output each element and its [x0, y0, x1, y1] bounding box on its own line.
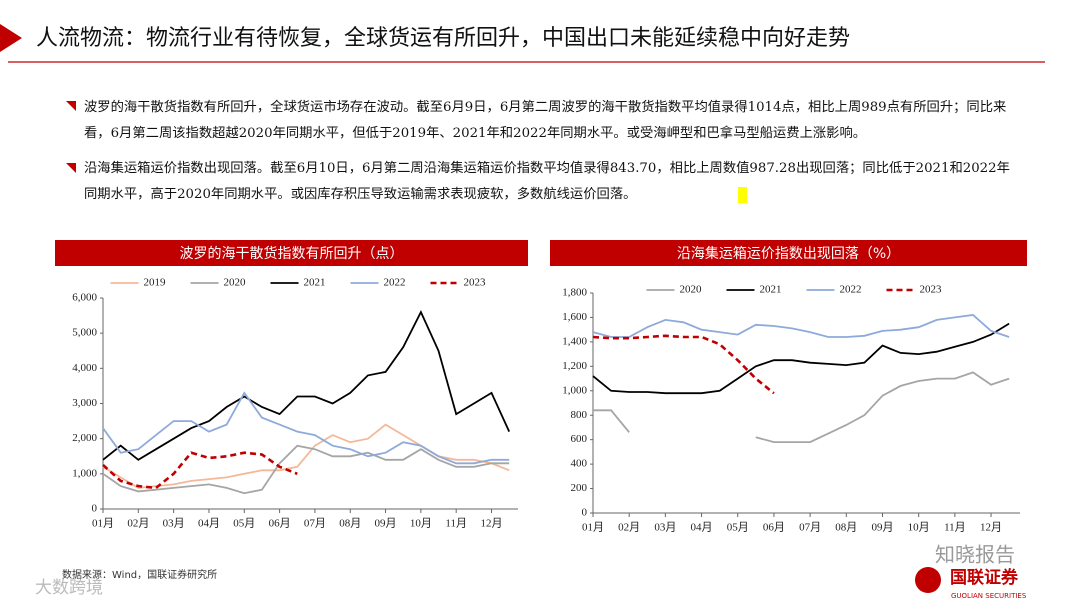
series-line: [593, 371, 1010, 443]
header-title: 人流物流：物流行业有待恢复，全球货运有所回升，中国出口未能延续稳中向好走势: [36, 26, 850, 51]
legend-label: 2023: [464, 277, 487, 289]
y-tick-label: 600: [571, 433, 588, 445]
x-tick-label: 09月: [871, 522, 893, 534]
corner-watermark: 大数跨境: [35, 578, 103, 598]
y-tick-label: 5,000: [72, 327, 97, 339]
y-tick-label: 0: [92, 503, 98, 515]
legend-label: 2020: [680, 284, 703, 296]
y-tick-label: 1,800: [562, 287, 587, 299]
x-tick-label: 12月: [481, 518, 503, 530]
y-tick-label: 3,000: [72, 397, 97, 409]
legend-label: 2021: [760, 284, 782, 296]
x-tick-label: 12月: [980, 522, 1002, 534]
series-line: [102, 444, 510, 495]
series-line: [102, 451, 298, 490]
x-tick-label: 07月: [799, 522, 821, 534]
x-tick-label: 09月: [375, 518, 397, 530]
chart-banner: [550, 240, 1027, 266]
chart-title: 波罗的海干散货指数有所回升（点）: [180, 245, 404, 262]
legend-label: 2020: [224, 277, 247, 289]
bullet-marker: [66, 101, 76, 111]
bullet-list: 波罗的海干散货指数有所回升，全球货运市场存在波动。截至6月9日，6月第二周波罗的…: [84, 95, 1014, 217]
y-tick-label: 0: [582, 507, 588, 519]
logo-emblem: [915, 567, 941, 593]
y-tick-label: 800: [571, 409, 588, 421]
x-tick-label: 01月: [582, 522, 604, 534]
header-marker: [0, 24, 22, 52]
bullet-text: 波罗的海干散货指数有所回升，全球货运市场存在波动。截至6月9日，6月第二周波罗的…: [84, 100, 1007, 141]
x-tick-label: 07月: [304, 518, 326, 530]
series-line: [592, 322, 1010, 395]
chart-title: 沿海集运箱运价指数出现回落（%）: [677, 245, 900, 262]
x-tick-label: 02月: [127, 518, 149, 530]
series-line: [592, 334, 775, 395]
legend-label: 2023: [920, 284, 943, 296]
x-tick-label: 04月: [198, 518, 220, 530]
legend-label: 2022: [384, 277, 406, 289]
x-tick-label: 11月: [944, 522, 966, 534]
y-tick-label: 1,000: [562, 384, 587, 396]
series-line: [592, 314, 1010, 338]
y-tick-label: 1,000: [72, 467, 97, 479]
x-tick-label: 01月: [92, 518, 114, 530]
x-tick-label: 04月: [691, 522, 713, 534]
y-tick-label: 400: [571, 458, 588, 470]
x-tick-label: 05月: [727, 522, 749, 534]
y-tick-label: 1,200: [562, 360, 587, 372]
legend-label: 2019: [144, 277, 167, 289]
y-tick-label: 2,000: [72, 432, 97, 444]
x-tick-label: 10月: [908, 522, 930, 534]
x-tick-label: 06月: [269, 518, 291, 530]
x-tick-label: 06月: [763, 522, 785, 534]
highlight: [738, 187, 747, 203]
watermark: 知晓报告: [935, 543, 1015, 567]
logo-name: 国联证券: [950, 567, 1019, 588]
series-line: [102, 391, 510, 465]
chart-banner: [55, 240, 528, 266]
bullet-text: 沿海集运箱运价指数出现回落。截至6月10日，6月第二周沿海集运箱运价指数平均值录…: [84, 161, 1010, 202]
y-tick-label: 6,000: [72, 292, 97, 304]
x-tick-label: 08月: [339, 518, 361, 530]
y-tick-label: 1,400: [562, 335, 587, 347]
legend-label: 2022: [840, 284, 862, 296]
y-tick-label: 200: [571, 482, 588, 494]
x-tick-label: 03月: [163, 518, 185, 530]
legend-label: 2021: [304, 277, 326, 289]
source-note: 数据来源：Wind，国联证券研究所: [62, 568, 217, 581]
x-tick-label: 05月: [233, 518, 255, 530]
bullet-marker: [66, 163, 76, 173]
logo-english: GUOLIAN SECURITIES: [951, 592, 1027, 600]
x-tick-label: 08月: [835, 522, 857, 534]
x-tick-label: 02月: [618, 522, 640, 534]
x-tick-label: 11月: [445, 518, 467, 530]
x-tick-label: 10月: [410, 518, 432, 530]
x-tick-label: 03月: [654, 522, 676, 534]
y-tick-label: 1,600: [562, 311, 587, 323]
y-tick-label: 4,000: [72, 362, 97, 374]
series-line: [102, 310, 511, 461]
